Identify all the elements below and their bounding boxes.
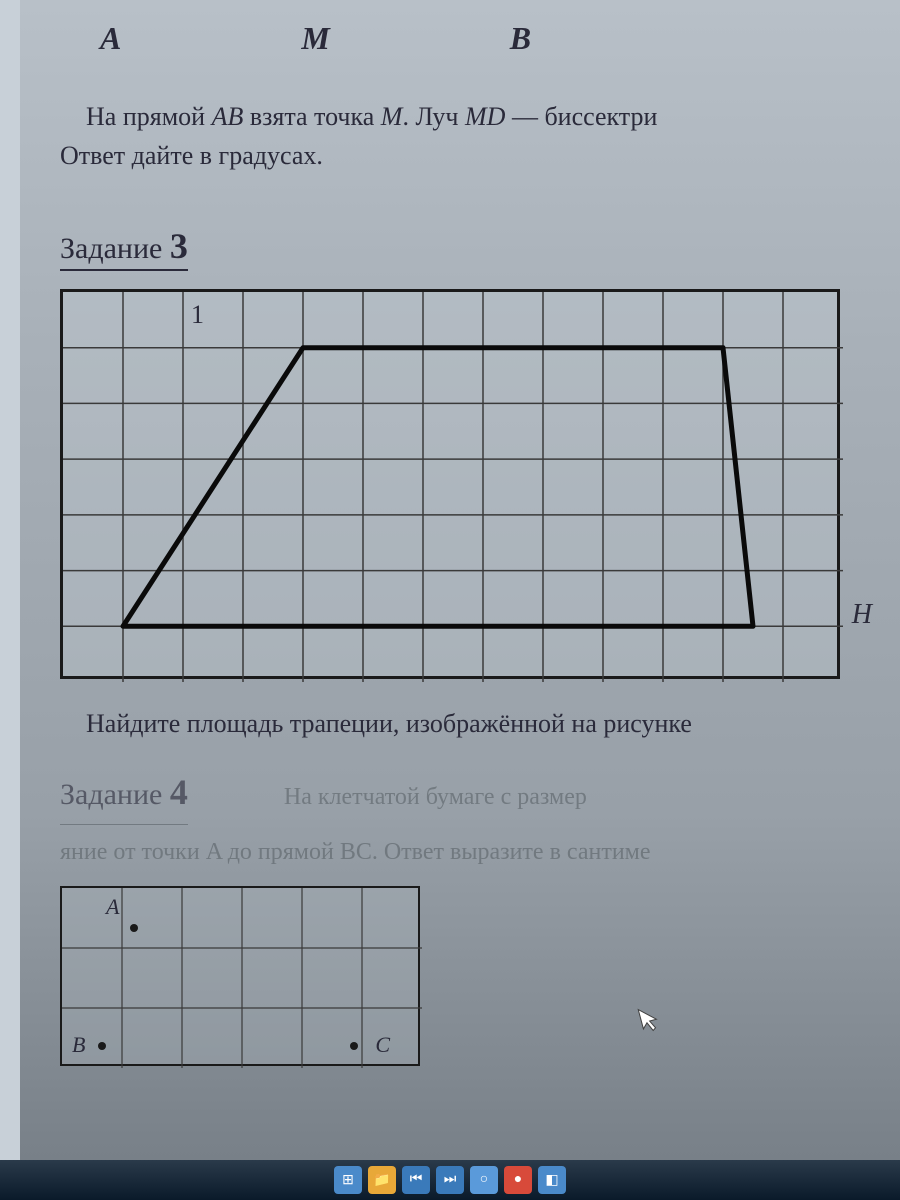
document-page: A M B На прямой AB взята точка M. Луч MD… [20,0,900,1160]
task-3-header: Задание 3 [60,225,188,271]
grid4-label-a: A [106,894,119,920]
taskbar-items: ⊞📁⏮⏭○●◧ [334,1166,566,1194]
point-labels-row: A M B [100,20,900,57]
task-4-grid: A B C [60,886,420,1066]
task-3-number: 3 [170,226,188,266]
taskbar-app-icon[interactable]: 📁 [368,1166,396,1194]
point-label-b: B [510,20,531,57]
grid4-label-b: B [72,1032,85,1058]
grid4-dot-a [130,924,138,932]
grid-label-h: Н [852,599,872,631]
point-label-m: M [301,20,329,57]
taskbar-app-icon[interactable]: ○ [470,1166,498,1194]
taskbar-app-icon[interactable]: ● [504,1166,532,1194]
taskbar[interactable]: ⊞📁⏮⏭○●◧ [0,1160,900,1200]
taskbar-app-icon[interactable]: ⏮ [402,1166,430,1194]
task-4-header: Задание 4 [60,764,188,825]
grid4-label-c: C [375,1032,390,1058]
taskbar-app-icon[interactable]: ⏭ [436,1166,464,1194]
task-3-question: Найдите площадь трапеции, изображённой н… [60,709,900,739]
task-4-number: 4 [170,772,188,812]
problem-2-line-1: На прямой AB взята точка M. Луч MD — бис… [60,97,890,136]
task-4-label: Задание [60,778,162,811]
task-3-grid-svg [63,292,843,682]
taskbar-app-icon[interactable]: ⊞ [334,1166,362,1194]
point-label-a: A [100,20,121,57]
left-edge-strip [0,0,20,1200]
task-3-label: Задание [60,232,162,265]
problem-2-text: На прямой AB взята точка M. Луч MD — бис… [60,97,900,175]
problem-2-line-2: Ответ дайте в градусах. [60,136,890,175]
task-3-section: Задание 3 1 Н Найдите площадь трапеции, … [60,225,900,739]
task-3-grid: 1 Н [60,289,840,679]
grid4-dot-b [98,1042,106,1050]
task-4-faded-line-2: яние от точки A до прямой BC. Ответ выра… [60,839,651,865]
task-4-faded-block: Задание 4 На клетчатой бумаге с размер я… [60,764,900,871]
grid4-dot-c [350,1042,358,1050]
task-4-faded-line-1: На клетчатой бумаге с размер [284,784,587,810]
grid-label-1: 1 [191,300,204,330]
task-4-section: Задание 4 На клетчатой бумаге с размер я… [60,764,900,1066]
taskbar-app-icon[interactable]: ◧ [538,1166,566,1194]
